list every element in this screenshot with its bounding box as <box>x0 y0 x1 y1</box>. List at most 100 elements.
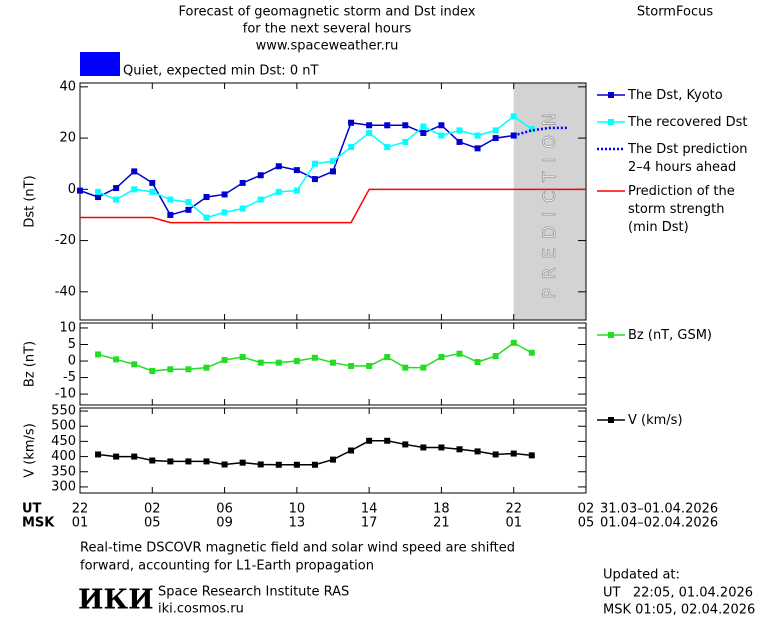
series-marker <box>95 194 102 201</box>
legend-label: V (km/s) <box>628 413 683 428</box>
x-tick-label: 22 <box>505 502 522 517</box>
series-marker <box>311 176 318 183</box>
series-marker <box>474 448 481 455</box>
institute-url: iki.cosmos.ru <box>158 602 244 617</box>
prediction-label: PREDICTION <box>540 104 560 298</box>
series-marker <box>402 138 409 145</box>
updated-label: Updated at: <box>603 568 680 583</box>
series-marker <box>456 446 463 453</box>
y-axis-label: V (km/s) <box>23 423 38 478</box>
series-marker <box>275 461 282 468</box>
series-marker <box>149 188 156 195</box>
x-tick-label: 10 <box>289 502 306 517</box>
x2-tick-label: 13 <box>289 516 306 531</box>
series-marker <box>492 451 499 458</box>
y-tick-label: 500 <box>51 419 76 434</box>
series-line <box>97 440 532 466</box>
title-line: www.spaceweather.ru <box>256 39 399 54</box>
series-marker <box>113 196 120 203</box>
y-axis-label: Bz (nT) <box>23 341 38 387</box>
x2-tick-label: 01 <box>72 516 89 531</box>
series-marker <box>402 441 409 448</box>
series-marker <box>113 185 120 192</box>
x2-tick-label: 05 <box>578 516 595 531</box>
series-marker <box>149 457 156 464</box>
legend-label: The Dst prediction 2–4 hours ahead <box>627 142 748 175</box>
series-marker <box>167 196 174 203</box>
series-marker <box>257 461 264 468</box>
series-marker <box>528 349 535 356</box>
series-marker <box>420 444 427 451</box>
x2-tick-label: 17 <box>361 516 378 531</box>
y-tick-label: 40 <box>59 79 76 94</box>
x-tick-label: 02 <box>144 502 161 517</box>
series-marker <box>438 132 445 139</box>
x2-tick-label: 09 <box>216 516 233 531</box>
panel-frame <box>79 82 587 321</box>
series-marker <box>257 359 264 366</box>
legend-label: The recovered Dst <box>627 115 747 130</box>
series-marker <box>456 138 463 145</box>
y-tick-label: 350 <box>51 464 76 479</box>
series-marker <box>77 187 83 194</box>
x-axis-label: UT <box>22 502 42 517</box>
series-marker <box>528 126 535 133</box>
series-marker <box>293 461 300 468</box>
y-tick-label: -5 <box>63 370 76 385</box>
series-marker <box>510 450 517 457</box>
series-marker <box>474 145 481 152</box>
series-marker <box>474 132 481 139</box>
y-tick-label: 400 <box>51 449 76 464</box>
series-marker <box>203 364 210 371</box>
y-tick-label: 0 <box>68 182 76 197</box>
title-line: for the next several hours <box>243 22 412 37</box>
series-marker <box>113 356 120 363</box>
series-marker <box>275 163 282 170</box>
legend-marker <box>608 332 614 338</box>
prediction-band <box>513 83 586 320</box>
series-marker <box>203 214 210 221</box>
series-line <box>513 126 568 137</box>
series-marker <box>330 168 336 175</box>
y-tick-label: 0 <box>68 354 76 369</box>
y-tick-label: 20 <box>59 131 76 146</box>
legend-label: Bz (nT, GSM) <box>628 328 712 343</box>
series-marker <box>239 179 246 186</box>
series-marker <box>366 437 373 444</box>
series-marker <box>275 188 282 195</box>
legend-marker <box>608 417 614 423</box>
updated-msk: MSK 01:05, 02.04.2026 <box>603 603 755 618</box>
series-marker <box>293 358 300 365</box>
x2-axis-label: MSK <box>22 516 55 531</box>
x-tick-label: 18 <box>433 502 450 517</box>
y-tick-label: 550 <box>51 404 76 419</box>
series-marker <box>221 357 228 364</box>
series-marker <box>149 367 156 374</box>
x-tick-label: 02 <box>578 502 595 517</box>
series-marker <box>311 354 318 361</box>
y-tick-label: -20 <box>55 233 76 248</box>
y-tick-label: -10 <box>55 387 76 402</box>
series-marker <box>257 196 264 203</box>
series-marker <box>257 172 264 179</box>
series-marker <box>95 351 102 358</box>
series-marker <box>510 113 517 120</box>
panel-frame <box>79 322 587 406</box>
series-marker <box>203 458 210 465</box>
series-marker <box>185 206 192 213</box>
series-marker <box>366 362 373 369</box>
y-tick-label: 5 <box>68 337 76 352</box>
brand: StormFocus <box>637 5 713 20</box>
series-marker <box>348 144 355 151</box>
title-line: Forecast of geomagnetic storm and Dst in… <box>178 5 475 20</box>
series-marker <box>149 179 156 186</box>
legend-label: Prediction of the storm strength (min Dst) <box>628 184 735 235</box>
series-marker <box>239 205 246 212</box>
series-marker <box>275 359 282 366</box>
series-marker <box>474 359 481 366</box>
y-tick-label: 300 <box>51 479 76 494</box>
series-marker <box>384 354 391 361</box>
y-tick-label: -40 <box>55 284 76 299</box>
series-marker <box>348 362 355 369</box>
